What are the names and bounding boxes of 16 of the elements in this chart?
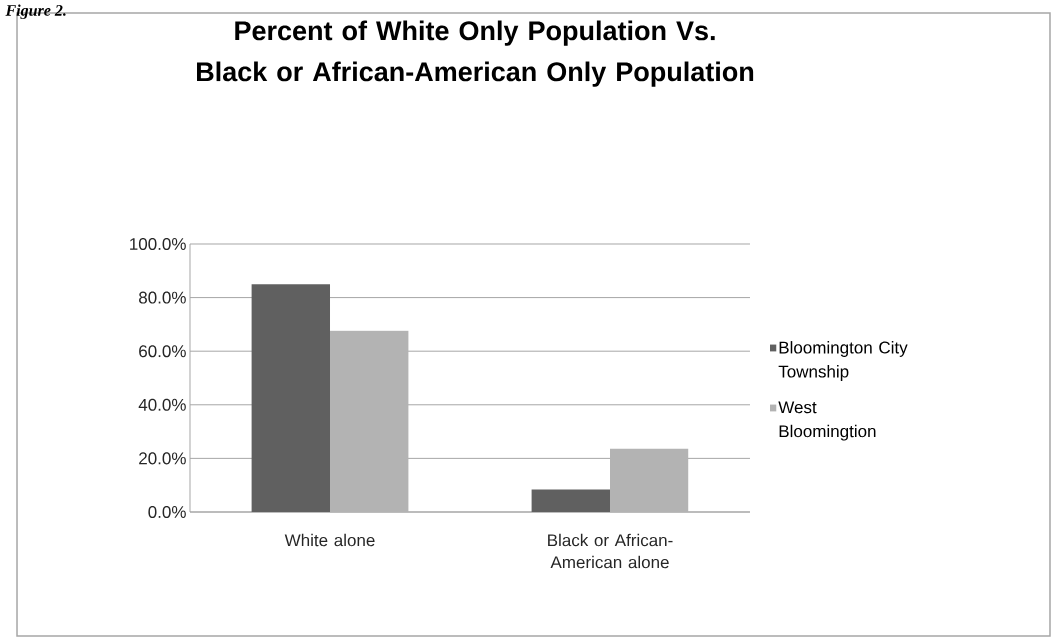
bar bbox=[531, 489, 610, 512]
x-tick-label: White alone bbox=[284, 533, 375, 547]
caption: Figure 2. bbox=[5, 4, 66, 20]
y-tick-label: 20.0% bbox=[139, 452, 186, 465]
y-tick-label: 60.0% bbox=[139, 345, 186, 358]
legend-label: West Bloomingtion bbox=[778, 401, 876, 441]
legend-label: Bloomington City Township bbox=[778, 341, 908, 381]
y-tick-label: 100.0% bbox=[130, 237, 186, 251]
y-tick-label: 0.0% bbox=[148, 505, 186, 519]
x-tick-label: Black or African-American alone bbox=[548, 533, 673, 569]
y-tick-label: 80.0% bbox=[139, 291, 186, 304]
chart-title: Percent of White Only Population Vs. Black or African-American Only Population bbox=[197, 20, 754, 87]
bar bbox=[251, 284, 331, 512]
bar bbox=[330, 330, 409, 512]
y-tick-label: 40.0% bbox=[138, 398, 186, 411]
bar bbox=[610, 448, 689, 512]
